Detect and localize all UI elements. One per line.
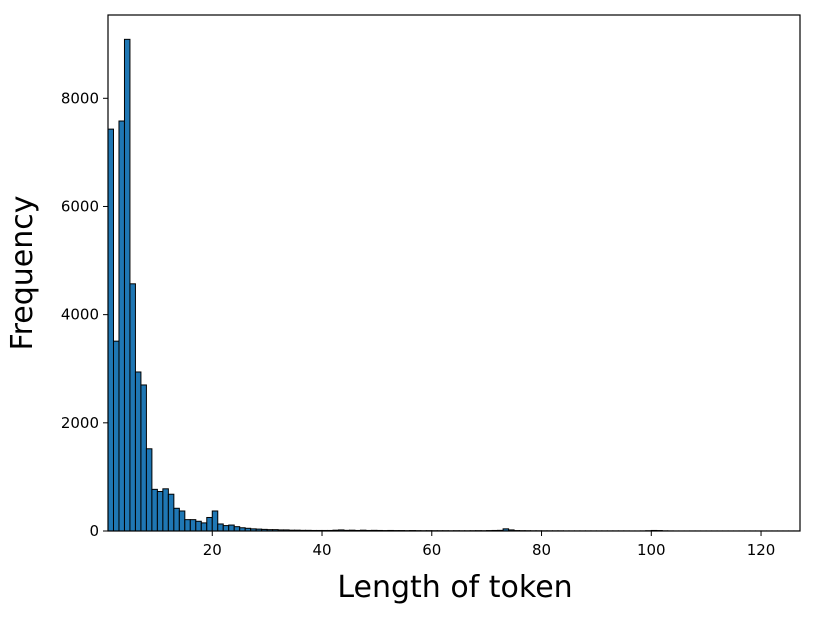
bar (196, 521, 201, 531)
bar (201, 523, 206, 531)
bar (141, 385, 146, 531)
x-tick-label: 80 (532, 541, 551, 559)
bar (179, 511, 184, 531)
bar (229, 525, 234, 531)
bar (218, 524, 223, 531)
plot-frame (108, 15, 800, 531)
bar (124, 39, 129, 531)
y-axis-label: Frequency (5, 196, 40, 351)
bar (135, 372, 140, 531)
y-tick-label: 6000 (61, 197, 99, 215)
bar (190, 520, 195, 531)
y-tick-label: 0 (89, 522, 99, 540)
bar (185, 520, 190, 531)
bar (130, 284, 135, 531)
x-tick-label: 120 (747, 541, 776, 559)
bar (174, 508, 179, 531)
bar (234, 527, 239, 531)
bar (163, 489, 168, 531)
bar (157, 492, 162, 531)
x-axis-label: Length of token (337, 570, 572, 605)
x-tick-label: 60 (422, 541, 441, 559)
bar (223, 526, 228, 531)
bar (207, 517, 212, 531)
y-tick-label: 8000 (61, 89, 99, 107)
bar (212, 511, 217, 531)
bar (108, 129, 113, 531)
y-tick-label: 4000 (61, 306, 99, 324)
bar (119, 121, 124, 531)
x-tick-label: 40 (312, 541, 331, 559)
x-tick-label: 20 (203, 541, 222, 559)
bar (113, 341, 118, 531)
y-tick-label: 2000 (61, 414, 99, 432)
x-tick-label: 100 (637, 541, 666, 559)
bar (146, 449, 151, 531)
bar (152, 489, 157, 531)
bar (168, 494, 173, 531)
